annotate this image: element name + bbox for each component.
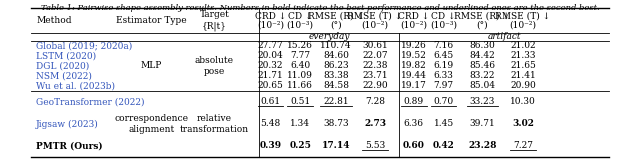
Text: 0.70: 0.70 [433, 97, 454, 107]
Text: CRD ↓: CRD ↓ [398, 11, 429, 21]
Text: 21.02: 21.02 [510, 41, 536, 51]
Text: 7.27: 7.27 [513, 142, 533, 151]
Text: 1.45: 1.45 [433, 120, 454, 128]
Text: 0.42: 0.42 [433, 142, 454, 151]
Text: relative
transformation: relative transformation [180, 114, 249, 134]
Text: 86.23: 86.23 [323, 62, 349, 70]
Text: 33.23: 33.23 [470, 97, 495, 107]
Text: 19.17: 19.17 [401, 82, 427, 90]
Text: (°): (°) [477, 21, 488, 30]
Text: 84.60: 84.60 [323, 52, 349, 61]
Text: Wu et al. (2023b): Wu et al. (2023b) [36, 82, 115, 90]
Text: artifact: artifact [487, 32, 521, 41]
Text: LSTM (2020): LSTM (2020) [36, 52, 96, 61]
Text: 7.77: 7.77 [290, 52, 310, 61]
Text: 20.65: 20.65 [257, 82, 284, 90]
Text: 0.89: 0.89 [404, 97, 424, 107]
Text: DGL (2020): DGL (2020) [36, 62, 90, 70]
Text: 0.60: 0.60 [403, 142, 425, 151]
Text: (10⁻²): (10⁻²) [362, 21, 388, 30]
Text: Method: Method [36, 16, 72, 25]
Text: NSM (2022): NSM (2022) [36, 72, 92, 80]
Text: CRD ↓: CRD ↓ [255, 11, 286, 21]
Text: 30.61: 30.61 [362, 41, 388, 51]
Text: 6.40: 6.40 [290, 62, 310, 70]
Text: CD ↓: CD ↓ [431, 11, 456, 21]
Text: 86.30: 86.30 [470, 41, 495, 51]
Text: 38.73: 38.73 [323, 120, 349, 128]
Text: 2.73: 2.73 [364, 120, 386, 128]
Text: 20.32: 20.32 [258, 62, 283, 70]
Text: absolute
pose: absolute pose [195, 56, 234, 76]
Text: 83.38: 83.38 [323, 72, 349, 80]
Text: 6.36: 6.36 [404, 120, 424, 128]
Text: 110.74: 110.74 [321, 41, 352, 51]
Text: 11.66: 11.66 [287, 82, 313, 90]
Text: GeoTransformer (2022): GeoTransformer (2022) [36, 97, 145, 107]
Text: 19.26: 19.26 [401, 41, 427, 51]
Text: 10.30: 10.30 [510, 97, 536, 107]
Text: RMSE (R) ↓: RMSE (R) ↓ [308, 11, 364, 21]
Text: 22.81: 22.81 [323, 97, 349, 107]
Text: 5.53: 5.53 [365, 142, 385, 151]
Text: 20.04: 20.04 [257, 52, 284, 61]
Text: 21.33: 21.33 [510, 52, 536, 61]
Text: 0.39: 0.39 [259, 142, 282, 151]
Text: 19.82: 19.82 [401, 62, 427, 70]
Text: Target
{R|t}: Target {R|t} [200, 10, 229, 31]
Text: PMTR (Ours): PMTR (Ours) [36, 142, 102, 151]
Text: 7.28: 7.28 [365, 97, 385, 107]
Text: 0.25: 0.25 [289, 142, 311, 151]
Text: 3.02: 3.02 [512, 120, 534, 128]
Text: 1.34: 1.34 [290, 120, 310, 128]
Text: 20.90: 20.90 [510, 82, 536, 90]
Text: 0.61: 0.61 [260, 97, 280, 107]
Text: (°): (°) [330, 21, 342, 30]
Text: 23.71: 23.71 [362, 72, 388, 80]
Text: RMSE (T) ↓: RMSE (T) ↓ [348, 11, 403, 21]
Text: 84.58: 84.58 [323, 82, 349, 90]
Text: 7.16: 7.16 [433, 41, 454, 51]
Text: Global (2019; 2020a): Global (2019; 2020a) [36, 41, 132, 51]
Text: 15.26: 15.26 [287, 41, 313, 51]
Text: Estimator Type: Estimator Type [116, 16, 187, 25]
Text: 21.41: 21.41 [510, 72, 536, 80]
Text: 84.42: 84.42 [470, 52, 495, 61]
Text: 22.38: 22.38 [362, 62, 388, 70]
Text: correspondence
alignment: correspondence alignment [115, 114, 188, 134]
Text: 19.44: 19.44 [401, 72, 427, 80]
Text: 23.28: 23.28 [468, 142, 497, 151]
Text: 6.45: 6.45 [433, 52, 454, 61]
Text: 85.46: 85.46 [469, 62, 495, 70]
Text: 39.71: 39.71 [470, 120, 495, 128]
Text: 27.77: 27.77 [257, 41, 284, 51]
Text: CD ↓: CD ↓ [288, 11, 312, 21]
Text: 7.97: 7.97 [433, 82, 454, 90]
Text: 22.07: 22.07 [362, 52, 388, 61]
Text: (10⁻³): (10⁻³) [287, 21, 314, 30]
Text: 19.52: 19.52 [401, 52, 427, 61]
Text: everyday: everyday [308, 32, 350, 41]
Text: Jigsaw (2023): Jigsaw (2023) [36, 119, 99, 129]
Text: 83.22: 83.22 [470, 72, 495, 80]
Text: 6.19: 6.19 [433, 62, 454, 70]
Text: (10⁻²): (10⁻²) [401, 21, 428, 30]
Text: 6.33: 6.33 [434, 72, 454, 80]
Text: 0.51: 0.51 [290, 97, 310, 107]
Text: 5.48: 5.48 [260, 120, 280, 128]
Text: 17.14: 17.14 [322, 142, 351, 151]
Text: 11.09: 11.09 [287, 72, 313, 80]
Text: 21.65: 21.65 [510, 62, 536, 70]
Text: 21.71: 21.71 [257, 72, 284, 80]
Text: MLP: MLP [141, 62, 162, 70]
Text: RMSE (R) ↓: RMSE (R) ↓ [454, 11, 510, 21]
Text: (10⁻³): (10⁻³) [430, 21, 457, 30]
Text: 22.90: 22.90 [362, 82, 388, 90]
Text: (10⁻²): (10⁻²) [257, 21, 284, 30]
Text: (10⁻²): (10⁻²) [509, 21, 536, 30]
Text: RMSE (T) ↓: RMSE (T) ↓ [495, 11, 550, 21]
Text: 85.04: 85.04 [469, 82, 495, 90]
Text: Table 1: Pairwise shape assembly results. Numbers in bold indicate the best perf: Table 1: Pairwise shape assembly results… [41, 3, 599, 11]
